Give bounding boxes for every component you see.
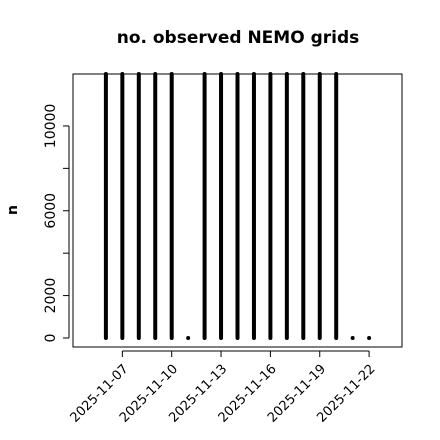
chart-title: no. observed NEMO grids (117, 28, 360, 48)
y-tick-label: 6000 (43, 193, 59, 229)
y-axis-label: n (5, 205, 21, 215)
y-tick-label: 2000 (43, 278, 59, 314)
y-tick-label: 10000 (43, 104, 59, 149)
y-tick-label: 0 (43, 334, 59, 343)
